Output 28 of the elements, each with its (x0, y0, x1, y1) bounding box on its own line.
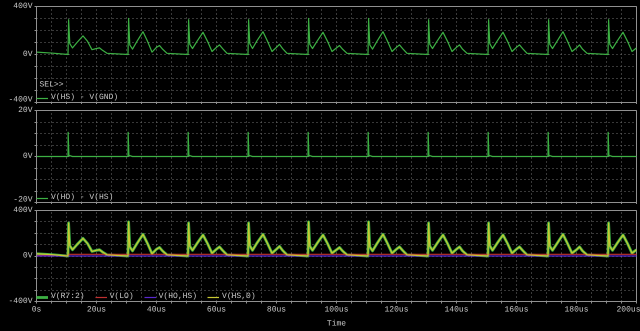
y-tick-label: 0V (22, 50, 33, 59)
x-tick-label: 200us (616, 306, 640, 314)
y-tick-label: 0V (22, 152, 33, 161)
x-tick-label: 180us (564, 306, 589, 314)
y-tick-label: 0V (22, 252, 33, 260)
text: V(HO) - V(HS) (51, 193, 114, 202)
y-tick-label: -400V (8, 96, 33, 104)
x-tick-label: 160us (504, 306, 529, 314)
y-tick-label: 400V (13, 206, 33, 215)
x-tick-label: 100us (324, 306, 349, 314)
x-tick-label: 140us (444, 306, 469, 314)
x-tick-label: 0s (32, 306, 42, 314)
x-tick-label: 20us (86, 306, 106, 314)
annotation: SEL>> (40, 80, 64, 90)
x-tick-label: 60us (206, 306, 226, 314)
y-tick-label: -20V (13, 196, 33, 204)
legend-label: V(R7:2) (51, 292, 85, 301)
x-tick-label: 40us (146, 306, 166, 314)
legend-label: V(LO) (110, 292, 134, 301)
legend-label: V(HO,HS) (158, 292, 198, 301)
x-axis-title: Time (326, 320, 346, 328)
x-tick-label: 80us (266, 306, 286, 314)
y-tick-label: 400V (13, 2, 33, 11)
y-tick-label: -400V (8, 297, 33, 306)
x-tick-label: 120us (384, 306, 409, 314)
text: V(HS) - V(GND) (51, 93, 118, 102)
y-tick-label: 20V (18, 106, 33, 115)
legend-label: V(HS,0) (222, 292, 256, 301)
